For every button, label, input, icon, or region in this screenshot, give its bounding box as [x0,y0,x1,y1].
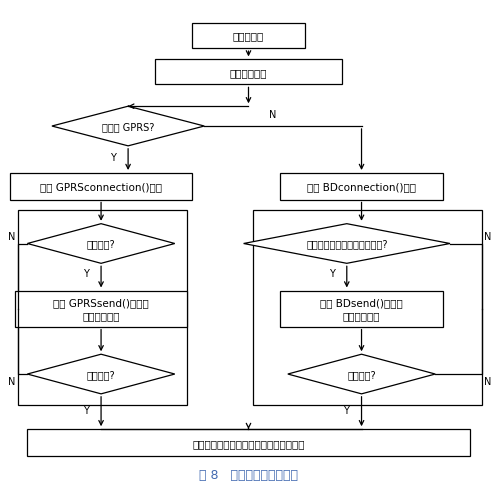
Text: Y: Y [329,269,334,279]
Text: N: N [269,110,277,120]
FancyBboxPatch shape [27,429,470,456]
Text: 连接成功?: 连接成功? [87,239,115,249]
FancyBboxPatch shape [280,174,443,201]
Text: N: N [485,377,492,386]
FancyBboxPatch shape [192,24,305,49]
Text: 调用 GPRSconnection()函数: 调用 GPRSconnection()函数 [40,182,162,192]
Text: Y: Y [343,406,349,415]
FancyBboxPatch shape [155,60,342,85]
Text: N: N [485,232,492,242]
Text: 图 8   数据传输软件流程图: 图 8 数据传输软件流程图 [199,468,298,481]
FancyBboxPatch shape [280,291,443,327]
Polygon shape [52,107,204,146]
Text: Y: Y [83,269,89,279]
Text: 调用 BDconnection()函数: 调用 BDconnection()函数 [307,182,416,192]
Text: 调用 GPRSsend()函数，
发送采集数据: 调用 GPRSsend()函数， 发送采集数据 [53,298,149,321]
Text: N: N [7,232,15,242]
Text: Y: Y [110,153,116,163]
Text: 调用 BDsend()函数，
发送采集数据: 调用 BDsend()函数， 发送采集数据 [320,298,403,321]
FancyBboxPatch shape [10,174,192,201]
Text: N: N [7,377,15,386]
Text: 串口初始化: 串口初始化 [233,32,264,41]
Polygon shape [27,354,175,394]
Text: 是否为 GPRS?: 是否为 GPRS? [102,122,154,132]
Polygon shape [27,224,175,264]
Text: 发送成功?: 发送成功? [87,369,115,379]
Polygon shape [244,224,450,264]
Text: Y: Y [83,406,89,415]
Text: 北斗主机号与云服务主机一致?: 北斗主机号与云服务主机一致? [306,239,388,249]
Polygon shape [288,354,435,394]
Text: 发送成功?: 发送成功? [347,369,376,379]
Text: 调用传输函数: 调用传输函数 [230,68,267,78]
FancyBboxPatch shape [15,291,187,327]
Text: 等待定时时间，进入下一次数据发送过程: 等待定时时间，进入下一次数据发送过程 [192,438,305,448]
